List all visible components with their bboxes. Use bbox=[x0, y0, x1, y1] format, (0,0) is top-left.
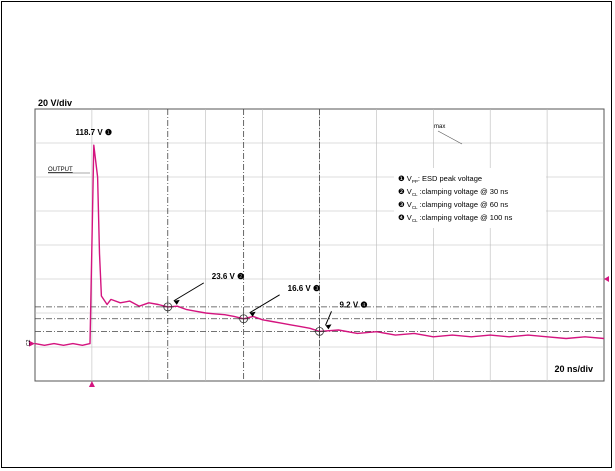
output-trace bbox=[34, 144, 605, 346]
marker-label: 118.7 V ❶ bbox=[76, 128, 113, 137]
marker-label: 16.6 V ❸ bbox=[288, 284, 321, 293]
legend-entry: ❶ VPP: ESD peak voltage bbox=[398, 174, 482, 184]
max-label: max bbox=[434, 124, 445, 130]
vertical-scale-label: 20 V/div bbox=[38, 98, 72, 108]
marker-label: 23.6 V ❷ bbox=[212, 272, 245, 281]
marker-label: 9.2 V ❹ bbox=[340, 300, 368, 309]
ground-label: C2 bbox=[26, 339, 32, 346]
marker-arrow-head bbox=[249, 311, 256, 317]
legend: ❶ VPP: ESD peak voltage ❷ VCL :clamping v… bbox=[394, 168, 546, 228]
marker-arrow-line bbox=[249, 294, 280, 314]
legend-box bbox=[394, 168, 546, 228]
legend-entry: ❷ VCL :clamping voltage @ 30 ns bbox=[398, 187, 508, 197]
legend-entry: ❸ VCL :clamping voltage @ 60 ns bbox=[398, 200, 508, 210]
marker-arrow-line bbox=[325, 311, 332, 326]
marker-arrow-line bbox=[173, 282, 205, 302]
level-arrow bbox=[604, 276, 609, 282]
legend-entry: ❹ VCL :clamping voltage @ 100 ns bbox=[398, 213, 513, 223]
marker-layer: 118.7 V ❶ 23.6 V ❷ 16.6 V ❸ 9.2 V ❹ bbox=[76, 128, 368, 338]
marker-arrow-head bbox=[325, 324, 332, 330]
reference-lines bbox=[35, 109, 604, 381]
trace-label: OUTPUT bbox=[48, 167, 73, 173]
ground-arrow bbox=[29, 340, 35, 347]
max-pointer bbox=[437, 130, 463, 145]
marker-arrow-head bbox=[173, 299, 180, 305]
horizontal-scale-label: 20 ns/div bbox=[554, 364, 593, 374]
trigger-arrow bbox=[88, 381, 95, 387]
trace-layer bbox=[29, 144, 609, 387]
